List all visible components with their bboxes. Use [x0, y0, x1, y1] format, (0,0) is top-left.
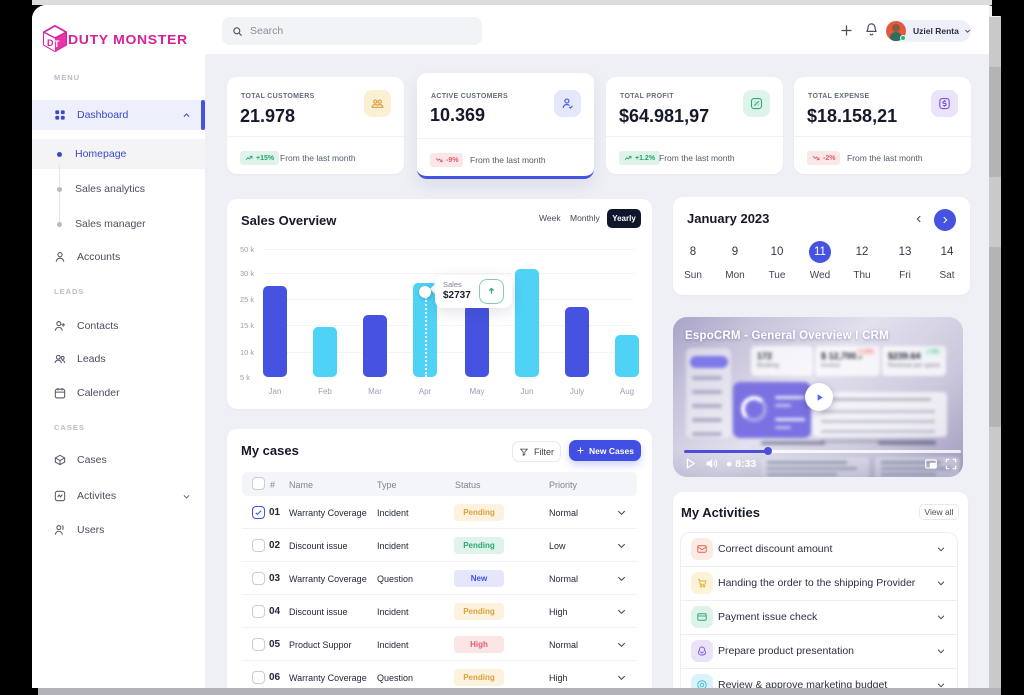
svg-text:D: D [47, 38, 54, 48]
svg-text:T: T [54, 39, 60, 49]
